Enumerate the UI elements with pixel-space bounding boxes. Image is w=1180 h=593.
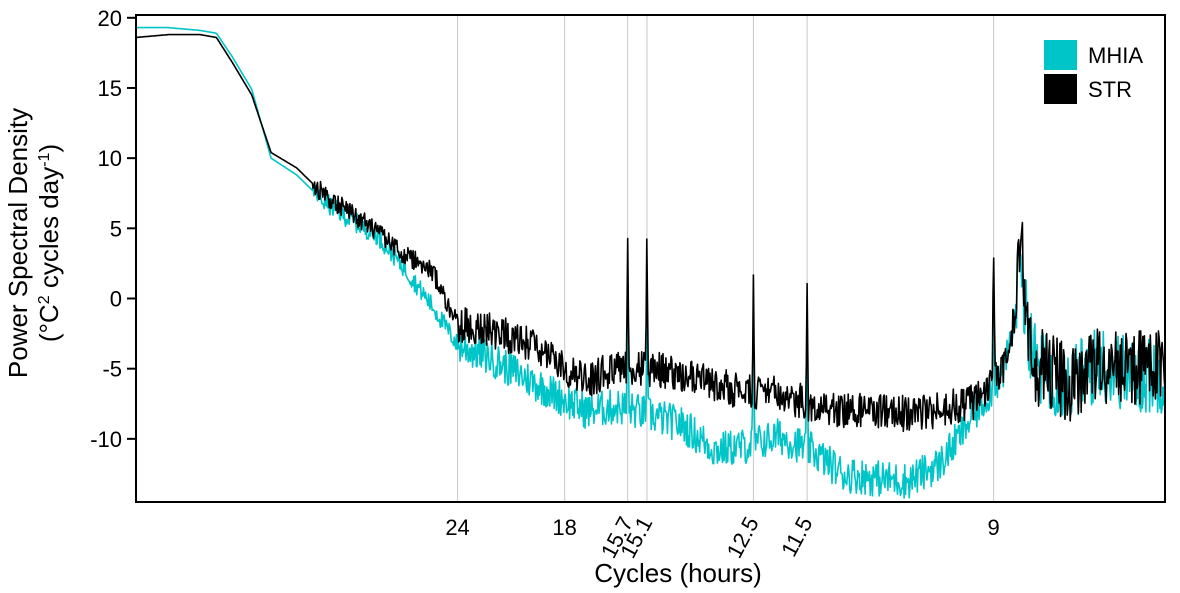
series-layer	[135, 26, 1166, 499]
plot-frame	[135, 14, 1166, 503]
legend-swatch-mhia	[1044, 40, 1077, 70]
y-tick-label-6: -10	[90, 427, 122, 452]
x-tick-label-1: 18	[552, 515, 576, 540]
legend-swatch-str	[1044, 74, 1077, 104]
reference-lines	[457, 15, 995, 502]
x-axis-tick-labels: 24 18 15.715.1 12.5 11.5 9	[445, 513, 999, 563]
y-axis-title-line2: (°C2 cycles day-1)	[34, 144, 64, 342]
x-tick-label-4: 12.5	[722, 513, 764, 563]
x-axis-title: Cycles (hours)	[594, 558, 762, 588]
y-axis-title-sup2: -1	[36, 152, 53, 166]
legend: MHIA STR	[1044, 40, 1143, 104]
legend-label-mhia: MHIA	[1088, 43, 1143, 68]
y-tick-label-3: 5	[110, 216, 122, 241]
y-axis-title-sup1: 2	[36, 295, 53, 304]
series-line-str	[135, 33, 1166, 433]
y-tick-label-5: -5	[102, 357, 122, 382]
y-tick-label-2: 10	[98, 146, 122, 171]
y-axis-title-middle: cycles day	[34, 167, 64, 296]
x-tick-label-5: 11.5	[776, 513, 817, 561]
y-axis-title-suffix: )	[34, 144, 64, 153]
y-axis-title-line1: Power Spectral Density	[3, 108, 33, 378]
x-tick-label-6: 9	[987, 515, 999, 540]
y-axis: 20 15 10 5 0 -5 -10	[90, 6, 136, 452]
y-tick-label-4: 0	[110, 286, 122, 311]
x-tick-label-0: 24	[445, 515, 469, 540]
y-tick-label-1: 15	[98, 76, 122, 101]
legend-label-str: STR	[1088, 77, 1132, 102]
series-line-mhia	[135, 26, 1166, 499]
y-tick-label-0: 20	[98, 6, 122, 31]
y-axis-title-prefix: (°C	[34, 304, 64, 342]
